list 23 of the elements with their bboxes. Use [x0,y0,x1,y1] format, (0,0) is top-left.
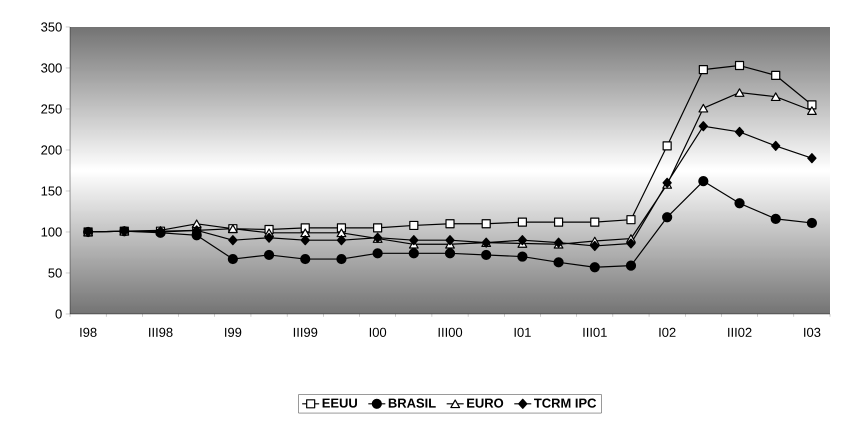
x-tick-label: III99 [294,328,318,337]
y-tick-label: 50 [48,268,62,278]
x-tick-label: III98 [149,328,173,337]
x-tick-label: I99 [225,328,242,337]
legend-label: BRASIL [388,398,436,408]
legend-label: EURO [467,398,504,408]
x-tick-label: III01 [583,328,607,337]
x-tick-label: III02 [728,328,752,337]
legend-label: EEUU [322,398,357,408]
x-tick-label: III00 [438,328,462,337]
y-tick-label: 200 [41,145,62,155]
y-tick-label: 150 [42,186,62,196]
x-tick-label: I03 [804,328,820,337]
y-tick-label: 250 [41,104,62,114]
x-tick-label: I02 [659,328,676,337]
y-tick-label: 100 [42,227,62,237]
y-tick-label: 350 [41,22,62,32]
x-tick-label: I01 [514,328,531,337]
x-tick-label: I00 [370,328,386,337]
y-tick-label: 300 [41,63,62,73]
y-tick-label: 0 [56,309,62,319]
legend-label: TCRM IPC [534,398,596,408]
x-tick-label: I98 [80,328,97,337]
